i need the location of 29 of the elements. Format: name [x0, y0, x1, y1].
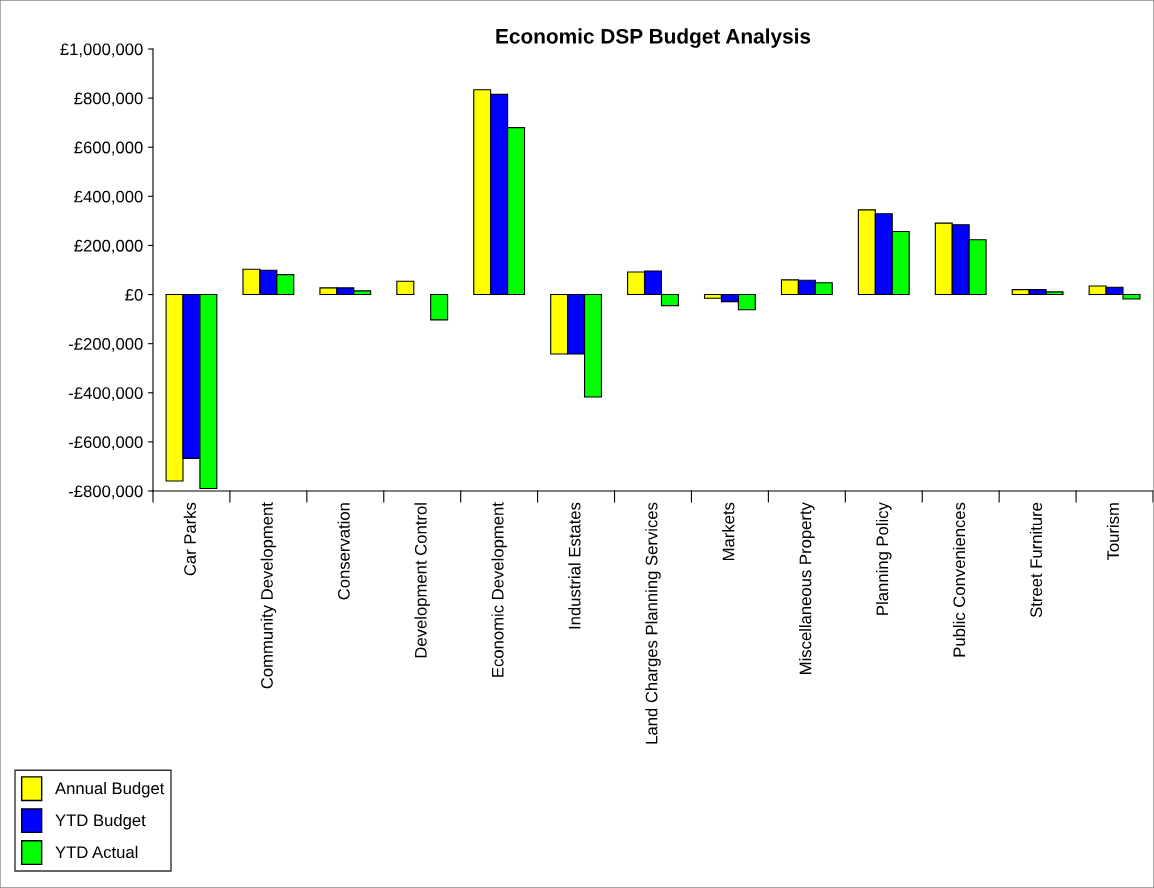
x-tick-label: Street Furniture [1029, 502, 1043, 618]
y-tick-label: -£200,000 [68, 338, 143, 352]
y-tick-label: -£400,000 [68, 387, 143, 401]
bar [396, 280, 415, 296]
legend-label: Annual Budget [55, 782, 165, 798]
x-tick-label: Land Charges Planning Services [645, 502, 661, 744]
legend-label: YTD Actual [55, 845, 138, 859]
x-tick-label: Industrial Estates [568, 502, 581, 629]
x-tick-label: Conservation [337, 503, 350, 600]
y-tick-label: £600,000 [74, 141, 143, 156]
x-tick-label: Development Control [414, 503, 430, 658]
y-tick-label: -£800,000 [68, 485, 143, 500]
x-tick-label: Planning Policy [876, 502, 892, 615]
y-tick-label: £800,000 [74, 92, 143, 107]
y-tick-label: £0 [125, 288, 143, 301]
x-tick-label: Miscellaneous Property [799, 502, 815, 674]
y-tick-label: -£600,000 [68, 436, 143, 451]
x-tick-label: Markets [722, 502, 735, 561]
chart-title: Economic DSP Budget Analysis [496, 28, 811, 48]
legend-label: YTD Budget [55, 813, 146, 830]
y-tick-label: £400,000 [74, 190, 143, 205]
bar [430, 294, 449, 321]
x-tick-label: Community Development [260, 502, 277, 689]
y-tick-label: £1,000,000 [60, 43, 143, 58]
x-tick-label: Economic Development [491, 502, 507, 677]
x-tick-label: Tourism [1106, 503, 1120, 561]
x-tick-label: Car Parks [183, 502, 196, 576]
x-tick-label: Public Conveniences [952, 502, 966, 657]
y-tick-label: £200,000 [74, 239, 143, 254]
